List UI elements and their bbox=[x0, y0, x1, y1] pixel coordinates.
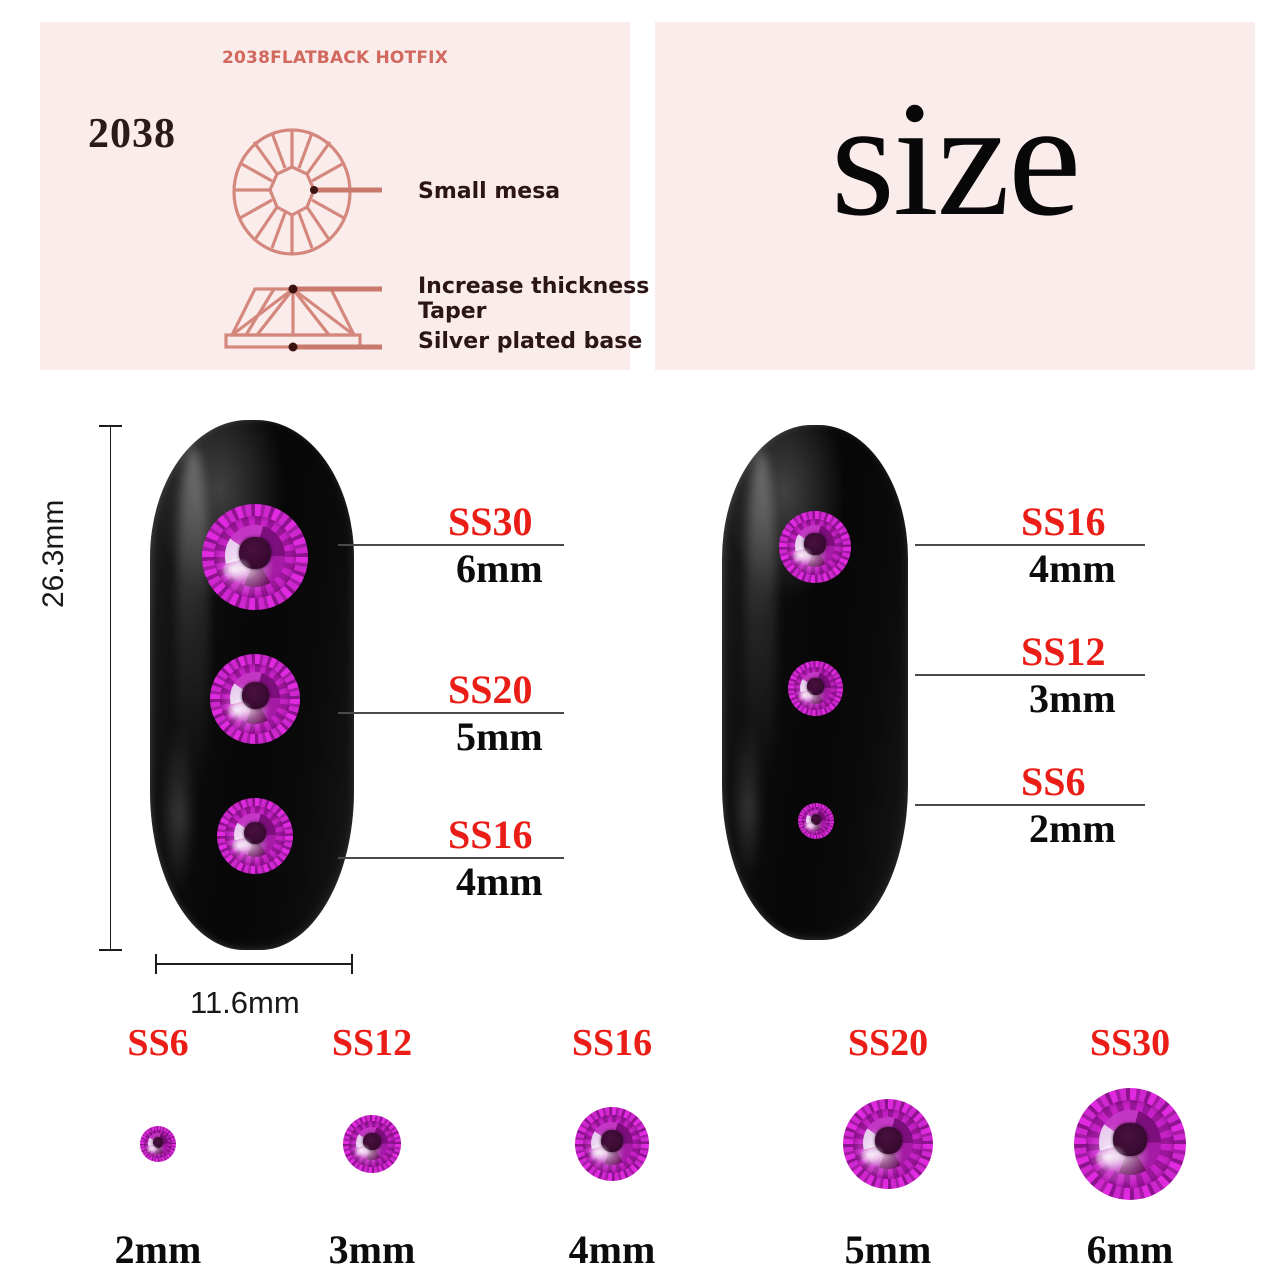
nail-gloss-highlight bbox=[746, 450, 776, 822]
callout-mm-label: 3mm bbox=[1029, 676, 1116, 721]
swatch-mm-label: 2mm bbox=[114, 1227, 202, 1272]
swatch-gem-holder bbox=[512, 1084, 712, 1204]
swatch-gem-holder bbox=[58, 1084, 258, 1204]
gem-shine bbox=[805, 821, 815, 830]
black-nail-tip-small-stones bbox=[722, 425, 908, 940]
callout-leader-line bbox=[915, 674, 1145, 676]
gem-shine bbox=[228, 700, 252, 721]
swatch-ss-label: SS20 bbox=[847, 1022, 929, 1064]
model-number-label: 2038 bbox=[88, 111, 176, 157]
gem-culet bbox=[152, 1137, 164, 1148]
callout-mm-label: 5mm bbox=[456, 714, 543, 759]
rhinestone-ss6 bbox=[140, 1126, 176, 1162]
callout-leader-line bbox=[338, 712, 564, 714]
gem-culet bbox=[810, 814, 822, 825]
rhinestone-ss6 bbox=[798, 803, 834, 839]
faceted-trapezoid-side-view-icon bbox=[224, 284, 382, 352]
swatch-ss-label: SS6 bbox=[127, 1022, 189, 1064]
rhinestone-ss30 bbox=[202, 504, 308, 610]
gem-shine bbox=[354, 1145, 370, 1158]
callout-ss-label: SS16 bbox=[1021, 499, 1106, 544]
swatch-gem-holder bbox=[272, 1084, 472, 1204]
swatch-ss-label: SS30 bbox=[1089, 1022, 1171, 1064]
annotation-silver-plated-base: Silver plated base bbox=[418, 329, 643, 354]
gem-shine bbox=[793, 548, 813, 565]
swatch-mm-label: 4mm bbox=[568, 1227, 656, 1272]
size-swatch-ss20: SS20 5mm bbox=[788, 1022, 988, 1288]
gem-shine bbox=[232, 837, 252, 855]
callout-leader-line bbox=[915, 544, 1145, 546]
size-swatch-ss6: SS6 2mm bbox=[58, 1022, 258, 1288]
size-swatch-ss12: SS12 3mm bbox=[272, 1022, 472, 1288]
size-comparison-row: SS6 2mm SS12 bbox=[0, 1022, 1288, 1288]
gem-shine bbox=[799, 689, 814, 702]
rhinestone-ss16 bbox=[575, 1107, 649, 1181]
rhinestone-ss16 bbox=[217, 798, 293, 874]
height-dimension-line bbox=[110, 425, 111, 951]
swatch-mm-label: 3mm bbox=[328, 1227, 416, 1272]
callout-ss-label: SS16 bbox=[448, 812, 533, 857]
size-swatch-ss30: SS30 6mm bbox=[1030, 1022, 1230, 1288]
callout-leader-line bbox=[338, 544, 564, 546]
callout-ss-label: SS12 bbox=[1021, 629, 1106, 674]
height-dimension-cap-top bbox=[99, 425, 122, 427]
width-dimension-cap-right bbox=[351, 954, 353, 974]
callout-mm-label: 2mm bbox=[1029, 806, 1116, 851]
width-dimension-cap-left bbox=[155, 954, 157, 974]
size-heading: size bbox=[830, 67, 1082, 250]
callout-mm-label: 6mm bbox=[456, 546, 543, 591]
rhinestone-ss16 bbox=[779, 511, 851, 583]
spec-panel: 2038FLATBACK HOTFIX 2038 bbox=[40, 22, 649, 370]
swatch-gem-holder bbox=[1030, 1084, 1230, 1204]
swatch-ss-label: SS12 bbox=[331, 1022, 413, 1064]
width-dimension-line bbox=[155, 963, 353, 965]
callout-ss-label: SS30 bbox=[448, 499, 533, 544]
faceted-round-top-view-icon bbox=[232, 128, 382, 256]
annotation-small-mesa: Small mesa bbox=[418, 179, 561, 204]
nail-gloss-highlight-secondary bbox=[168, 716, 189, 897]
callout-leader-line bbox=[915, 804, 1145, 806]
rhinestone-ss20 bbox=[210, 654, 300, 744]
nail-gloss-highlight bbox=[176, 446, 210, 829]
rhinestone-ss12 bbox=[788, 661, 843, 716]
nail-gloss-highlight-secondary bbox=[738, 713, 758, 889]
rhinestone-ss20 bbox=[843, 1099, 933, 1189]
rhinestone-ss12 bbox=[343, 1115, 401, 1173]
callout-mm-label: 4mm bbox=[1029, 546, 1116, 591]
swatch-mm-label: 6mm bbox=[1086, 1227, 1174, 1272]
rhinestone-ss30 bbox=[1074, 1088, 1186, 1200]
spec-panel-title: 2038FLATBACK HOTFIX bbox=[222, 48, 448, 68]
gem-shine bbox=[223, 559, 251, 583]
annotation-taper: Taper bbox=[418, 299, 487, 324]
callout-leader-line bbox=[338, 857, 564, 859]
gem-shine bbox=[589, 1145, 610, 1162]
callout-ss-label: SS20 bbox=[448, 667, 533, 712]
gem-shine bbox=[861, 1145, 885, 1166]
gem-shine bbox=[147, 1144, 157, 1153]
height-dimension-cap-bottom bbox=[99, 949, 122, 951]
annotation-increase-thickness: Increase thickness bbox=[418, 274, 650, 299]
callout-ss-label: SS6 bbox=[1021, 759, 1086, 804]
swatch-mm-label: 5mm bbox=[844, 1227, 932, 1272]
size-swatch-ss16: SS16 4mm bbox=[512, 1022, 712, 1288]
gem-shine bbox=[1096, 1146, 1126, 1171]
size-panel: size bbox=[655, 22, 1255, 370]
swatch-gem-holder bbox=[788, 1084, 988, 1204]
height-dimension-label: 26.3mm bbox=[37, 499, 70, 608]
callout-mm-label: 4mm bbox=[456, 859, 543, 904]
width-dimension-label: 11.6mm bbox=[190, 985, 300, 1020]
swatch-ss-label: SS16 bbox=[571, 1022, 653, 1064]
